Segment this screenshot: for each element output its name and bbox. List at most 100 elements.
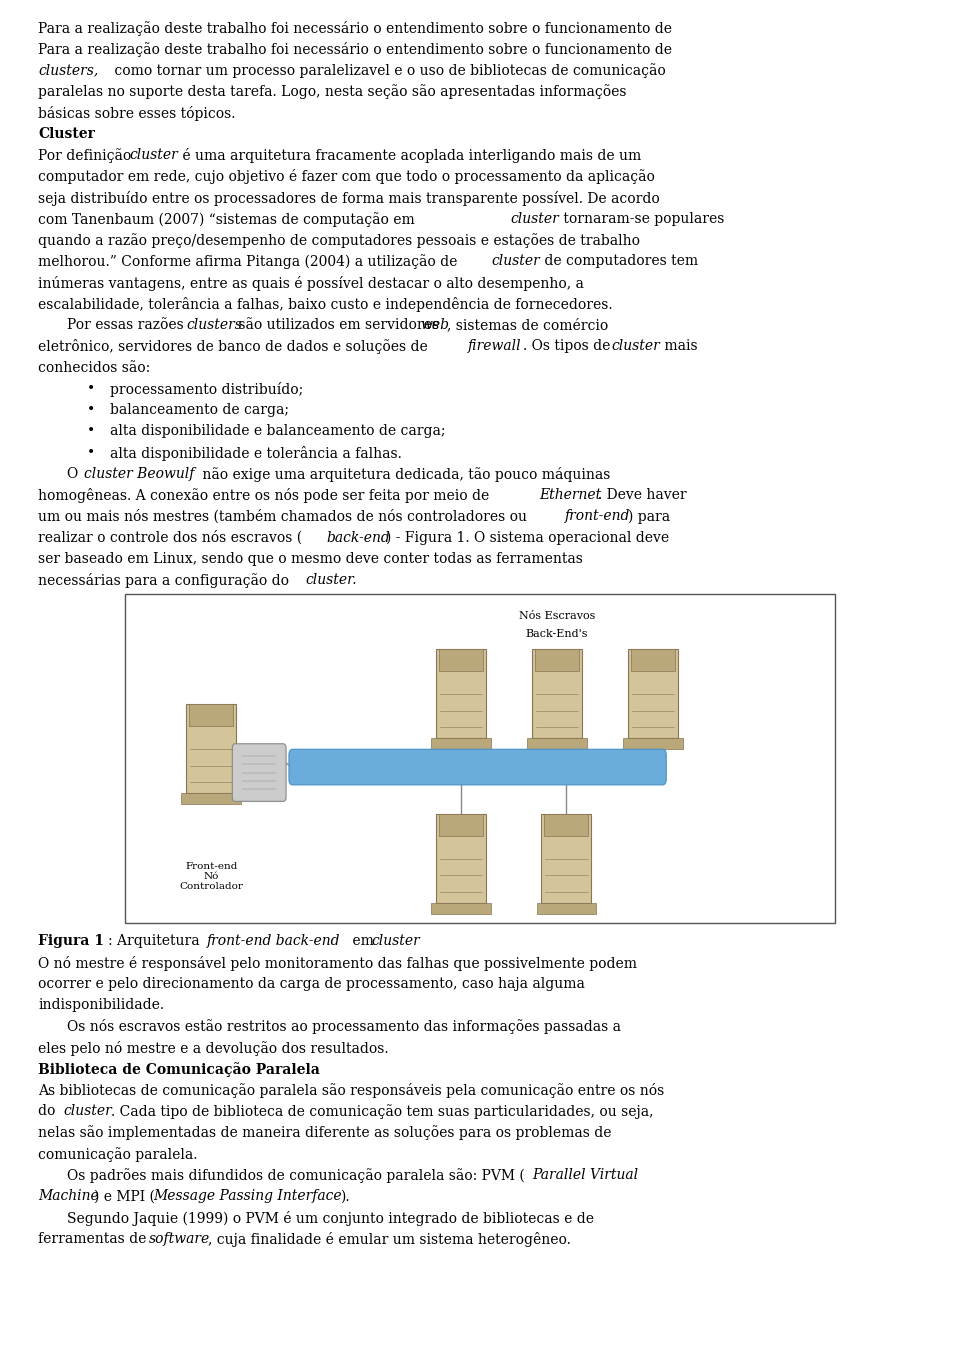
Text: O: O <box>67 466 83 481</box>
Text: •: • <box>86 424 95 439</box>
FancyBboxPatch shape <box>181 792 241 803</box>
FancyBboxPatch shape <box>436 813 486 902</box>
Text: realizar o controle dos nós escravos (: realizar o controle dos nós escravos ( <box>38 531 302 544</box>
FancyBboxPatch shape <box>436 648 486 738</box>
Text: back-end: back-end <box>326 531 390 544</box>
Text: cluster: cluster <box>63 1104 112 1119</box>
Text: em: em <box>348 934 378 949</box>
Text: As bibliotecas de comunicação paralela são responsáveis pela comunicação entre o: As bibliotecas de comunicação paralela s… <box>38 1083 664 1098</box>
FancyBboxPatch shape <box>544 813 588 836</box>
Text: ocorrer e pelo direcionamento da carga de processamento, caso haja alguma: ocorrer e pelo direcionamento da carga d… <box>38 976 586 991</box>
Text: homogêneas. A conexão entre os nós pode ser feita por meio de: homogêneas. A conexão entre os nós pode … <box>38 488 494 503</box>
Text: do: do <box>38 1104 60 1119</box>
Text: alta disponibilidade e balanceamento de carga;: alta disponibilidade e balanceamento de … <box>110 424 445 439</box>
Text: computador em rede, cujo objetivo é fazer com que todo o processamento da aplica: computador em rede, cujo objetivo é faze… <box>38 169 656 184</box>
Text: Ethernet: Ethernet <box>540 488 602 502</box>
Text: um ou mais nós mestres (também chamados de nós controladores ou: um ou mais nós mestres (também chamados … <box>38 509 532 524</box>
Text: Cluster: Cluster <box>38 126 95 141</box>
Text: firewall: firewall <box>468 339 521 354</box>
Text: quando a razão preço/desempenho de computadores pessoais e estações de trabalho: quando a razão preço/desempenho de compu… <box>38 233 640 248</box>
Text: Back-End's: Back-End's <box>525 628 588 639</box>
Text: ferramentas de: ferramentas de <box>38 1231 151 1246</box>
FancyBboxPatch shape <box>189 703 233 727</box>
Text: eletrônico, servidores de banco de dados e soluções de: eletrônico, servidores de banco de dados… <box>38 339 433 354</box>
Text: ) para: ) para <box>628 509 670 524</box>
Text: , cuja finalidade é emular um sistema heterogêneo.: , cuja finalidade é emular um sistema he… <box>208 1231 571 1246</box>
Text: Machine: Machine <box>38 1189 99 1204</box>
FancyBboxPatch shape <box>289 749 666 784</box>
Text: clusters: clusters <box>186 318 242 332</box>
FancyBboxPatch shape <box>232 743 286 801</box>
FancyBboxPatch shape <box>537 902 596 913</box>
Text: front-end back-end: front-end back-end <box>206 934 340 949</box>
Text: Os nós escravos estão restritos ao processamento das informações passadas a: Os nós escravos estão restritos ao proce… <box>67 1019 621 1034</box>
Text: cluster Beowulf: cluster Beowulf <box>84 466 195 481</box>
Text: básicas sobre esses tópicos.: básicas sobre esses tópicos. <box>38 106 236 121</box>
Text: . Cada tipo de biblioteca de comunicação tem suas particularidades, ou seja,: . Cada tipo de biblioteca de comunicação… <box>111 1104 654 1119</box>
Text: ).: ). <box>340 1189 349 1204</box>
FancyBboxPatch shape <box>623 738 683 749</box>
Text: ) - Figura 1. O sistema operacional deve: ) - Figura 1. O sistema operacional deve <box>386 531 669 544</box>
Text: Por definição: Por definição <box>38 148 136 163</box>
Text: , sistemas de comércio: , sistemas de comércio <box>447 318 609 332</box>
Text: eles pelo nó mestre e a devolução dos resultados.: eles pelo nó mestre e a devolução dos re… <box>38 1041 389 1056</box>
Text: cluster: cluster <box>511 211 560 226</box>
Text: clusters,: clusters, <box>38 63 99 77</box>
Text: indisponibilidade.: indisponibilidade. <box>38 998 164 1012</box>
Text: cluster: cluster <box>372 934 420 949</box>
Text: é uma arquitetura fracamente acoplada interligando mais de um: é uma arquitetura fracamente acoplada in… <box>178 148 641 163</box>
FancyBboxPatch shape <box>439 813 483 836</box>
Text: como tornar um processo paralelizavel e o uso de bibliotecas de comunicação: como tornar um processo paralelizavel e … <box>110 63 666 78</box>
Text: Por essas razões: Por essas razões <box>67 318 188 332</box>
Text: Segundo Jaquie (1999) o PVM é um conjunto integrado de bibliotecas e de: Segundo Jaquie (1999) o PVM é um conjunt… <box>67 1211 594 1226</box>
Text: paralelas no suporte desta tarefa. Logo, nesta seção são apresentadas informaçõe: paralelas no suporte desta tarefa. Logo,… <box>38 84 627 99</box>
Text: Parallel Virtual: Parallel Virtual <box>532 1168 638 1182</box>
Text: seja distribuído entre os processadores de forma mais transparente possível. De : seja distribuído entre os processadores … <box>38 191 660 206</box>
Text: cluster: cluster <box>130 148 179 162</box>
Text: escalabilidade, tolerância a falhas, baixo custo e independência de fornecedores: escalabilidade, tolerância a falhas, bai… <box>38 296 613 311</box>
Text: front-end: front-end <box>564 509 630 524</box>
Text: cluster: cluster <box>612 339 660 354</box>
Text: cluster: cluster <box>492 254 540 269</box>
Text: necessárias para a configuração do: necessárias para a configuração do <box>38 573 294 588</box>
Text: •: • <box>86 381 95 396</box>
Text: cluster.: cluster. <box>305 573 357 587</box>
Text: software: software <box>149 1231 210 1246</box>
Text: . Os tipos de: . Os tipos de <box>523 339 615 354</box>
Text: Message Passing Interface: Message Passing Interface <box>154 1189 342 1204</box>
Text: não exige uma arquitetura dedicada, tão pouco máquinas: não exige uma arquitetura dedicada, tão … <box>198 466 611 481</box>
Text: mais: mais <box>660 339 697 354</box>
Text: alta disponibilidade e tolerância a falhas.: alta disponibilidade e tolerância a falh… <box>110 446 402 461</box>
Text: : Arquitetura: : Arquitetura <box>108 934 204 949</box>
FancyBboxPatch shape <box>628 648 678 738</box>
Text: tornaram-se populares: tornaram-se populares <box>559 211 724 226</box>
Text: de computadores tem: de computadores tem <box>540 254 698 269</box>
Text: •: • <box>86 403 95 417</box>
Text: Figura 1: Figura 1 <box>38 934 105 949</box>
FancyBboxPatch shape <box>431 738 491 749</box>
FancyBboxPatch shape <box>541 813 591 902</box>
Text: Front-end
Nó
Controlador: Front-end Nó Controlador <box>180 861 243 891</box>
Text: nelas são implementadas de maneira diferente as soluções para os problemas de: nelas são implementadas de maneira difer… <box>38 1126 612 1141</box>
Text: balanceamento de carga;: balanceamento de carga; <box>110 403 289 417</box>
Text: •: • <box>86 446 95 459</box>
Text: processamento distribuído;: processamento distribuído; <box>110 381 303 396</box>
FancyBboxPatch shape <box>631 648 675 672</box>
FancyBboxPatch shape <box>527 738 587 749</box>
Text: conhecidos são:: conhecidos são: <box>38 361 151 374</box>
Text: Nós Escravos: Nós Escravos <box>518 610 595 621</box>
FancyBboxPatch shape <box>125 594 835 923</box>
FancyBboxPatch shape <box>535 648 579 672</box>
Text: são utilizados em servidores: são utilizados em servidores <box>234 318 444 332</box>
Text: comunicação paralela.: comunicação paralela. <box>38 1146 198 1161</box>
FancyBboxPatch shape <box>439 648 483 672</box>
FancyBboxPatch shape <box>431 902 491 913</box>
Text: Os padrões mais difundidos de comunicação paralela são: PVM (: Os padrões mais difundidos de comunicaçã… <box>67 1168 525 1183</box>
Text: O nó mestre é responsável pelo monitoramento das falhas que possivelmente podem: O nó mestre é responsável pelo monitoram… <box>38 956 637 971</box>
Text: ) e MPI (: ) e MPI ( <box>94 1189 155 1204</box>
FancyBboxPatch shape <box>186 703 236 792</box>
Text: Biblioteca de Comunicação Paralela: Biblioteca de Comunicação Paralela <box>38 1061 321 1076</box>
Text: Para a realização deste trabalho foi necessário o entendimento sobre o funcionam: Para a realização deste trabalho foi nec… <box>38 41 672 56</box>
Text: . Deve haver: . Deve haver <box>598 488 686 502</box>
Text: melhorou.” Conforme afirma Pitanga (2004) a utilização de: melhorou.” Conforme afirma Pitanga (2004… <box>38 254 462 269</box>
